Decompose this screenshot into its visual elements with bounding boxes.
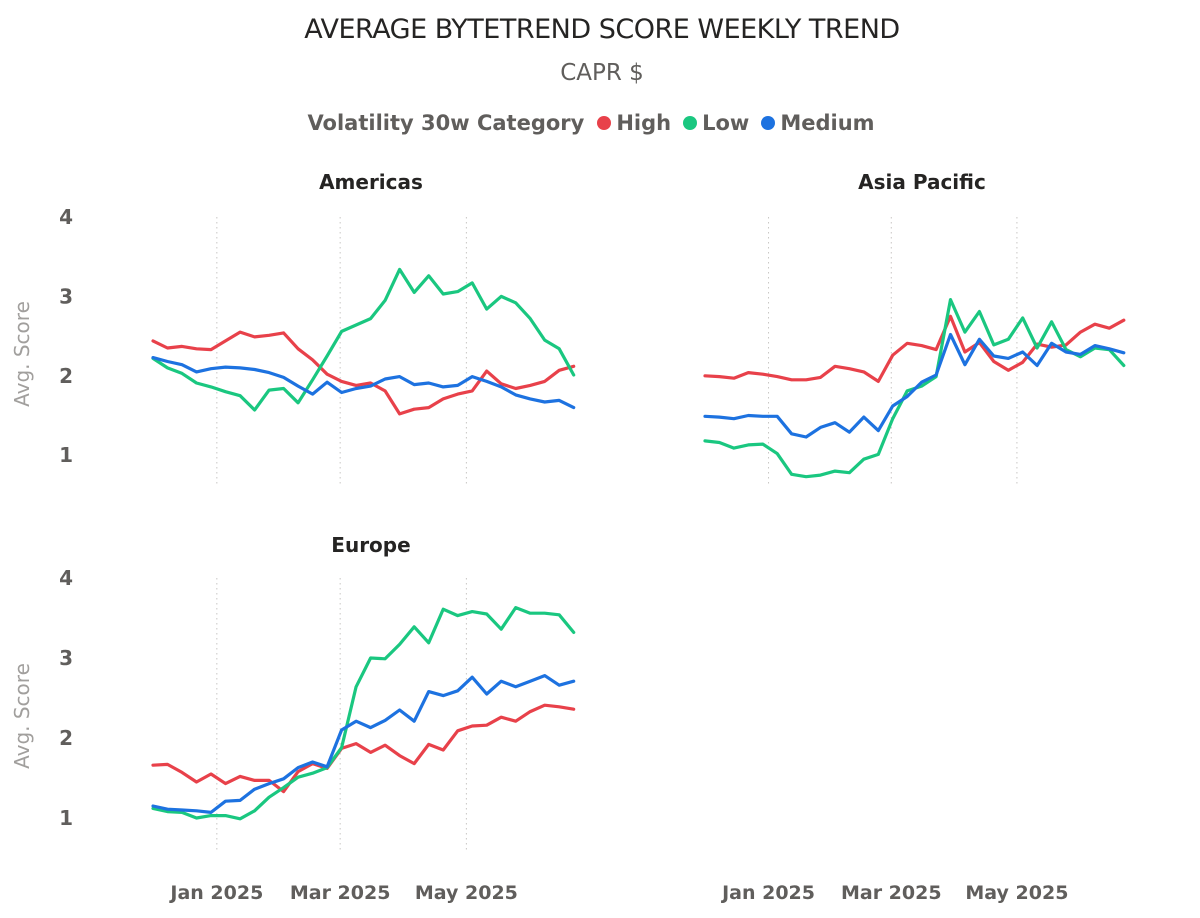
chart-title: AVERAGE BYTETREND SCORE WEEKLY TREND (304, 14, 900, 45)
series-line-high-asia-pacific[interactable] (703, 314, 1126, 383)
x-tick-label: Mar 2025 (841, 882, 942, 904)
x-tick-label: Jan 2025 (168, 882, 263, 904)
series-line-low-europe[interactable] (151, 605, 576, 821)
legend-title: Volatility 30w Category (307, 111, 585, 135)
y-tick-label: 2 (59, 726, 73, 750)
series-line-medium-europe[interactable] (151, 673, 576, 815)
legend-label-low: Low (702, 111, 750, 135)
y-axis-title: Avg. Score (10, 301, 34, 407)
series-line-high-americas[interactable] (151, 330, 576, 416)
legend: Volatility 30w Category High Low Medium (0, 111, 1194, 135)
series-line-medium-asia-pacific[interactable] (703, 332, 1126, 439)
series-line-medium-americas[interactable] (151, 356, 576, 410)
series-line-low-americas[interactable] (151, 267, 576, 412)
y-tick-label: 2 (59, 364, 73, 388)
panel-title-americas: Americas (319, 170, 423, 194)
x-tick-label: Mar 2025 (290, 882, 391, 904)
legend-item-medium[interactable]: Medium (761, 111, 875, 135)
panel-asia-pacific: Asia Pacific Jan 2025 Mar 2025 May 2025 (703, 170, 1126, 904)
panel-europe: Europe 1 2 3 4 Avg. Score Jan 2025 Mar 2025 May … (10, 533, 576, 904)
legend-label-medium: Medium (780, 111, 875, 135)
x-tick-label: May 2025 (965, 882, 1068, 904)
y-tick-label: 4 (59, 205, 73, 229)
panel-americas: Americas 1 2 3 4 Avg. Score (10, 170, 576, 487)
x-tick-label: May 2025 (415, 882, 518, 904)
legend-marker-low (683, 116, 698, 130)
legend-marker-high (597, 116, 612, 130)
panel-title-asia-pacific: Asia Pacific (858, 170, 986, 194)
legend-item-high[interactable]: High (597, 111, 671, 135)
legend-label-high: High (616, 111, 672, 135)
series-line-high-europe[interactable] (151, 703, 576, 794)
y-tick-label: 3 (59, 646, 73, 670)
y-tick-label: 1 (59, 443, 73, 467)
y-axis-title: Avg. Score (10, 663, 34, 769)
y-tick-label: 4 (59, 566, 73, 590)
y-tick-label: 1 (59, 806, 73, 830)
chart-subtitle: CAPR $ (560, 60, 644, 86)
panel-title-europe: Europe (331, 533, 410, 557)
y-tick-label: 3 (59, 284, 73, 308)
legend-marker-medium (761, 116, 776, 130)
x-tick-label: Jan 2025 (720, 882, 815, 904)
legend-item-low[interactable]: Low (683, 111, 749, 135)
